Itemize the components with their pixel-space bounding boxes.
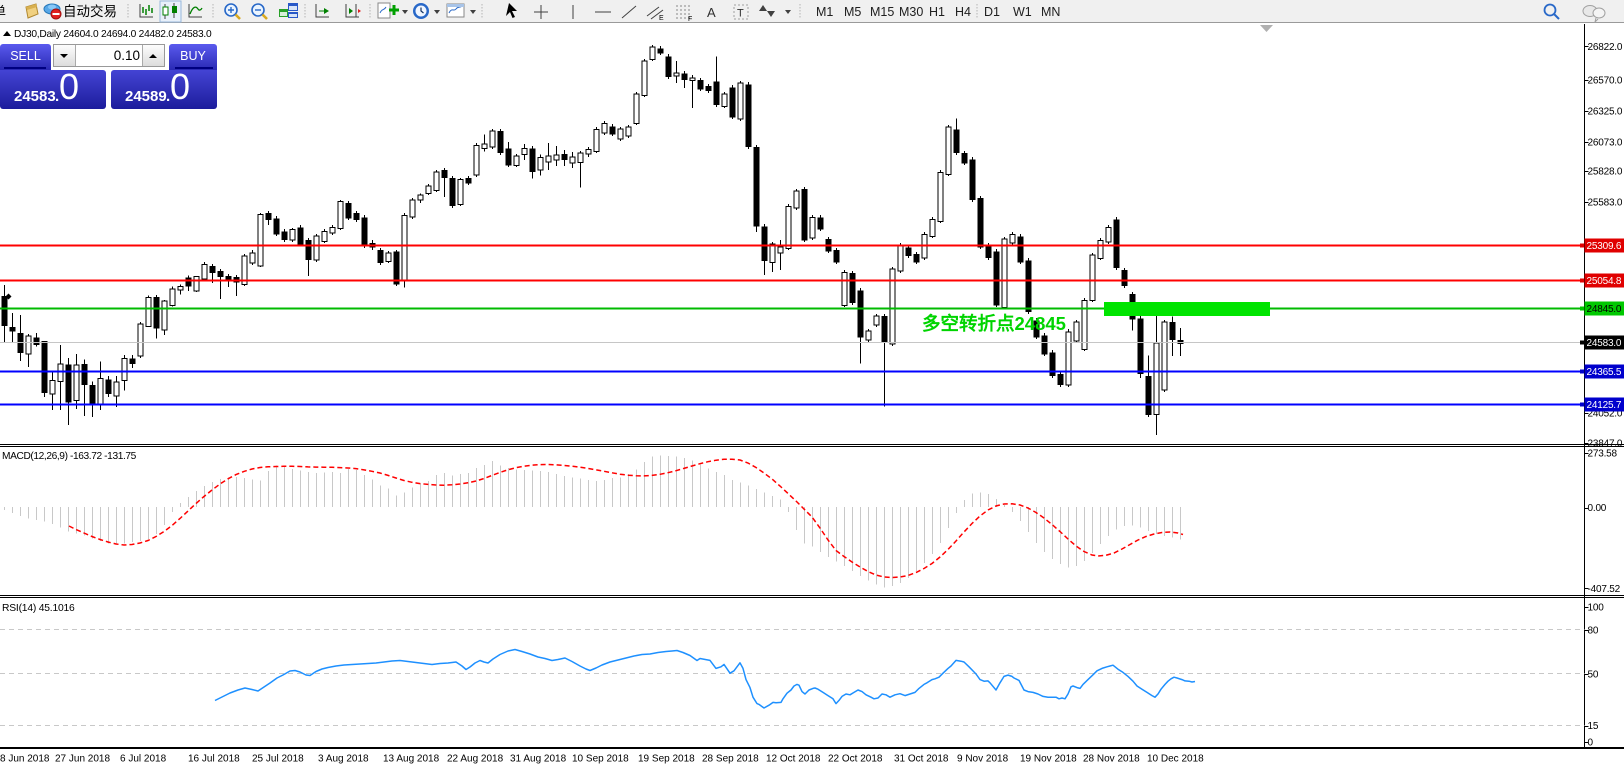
svg-text:24052.0: 24052.0 [1588, 409, 1623, 420]
svg-text:22 Oct 2018: 22 Oct 2018 [828, 754, 883, 765]
svg-text:10 Sep 2018: 10 Sep 2018 [572, 754, 629, 765]
svg-text:26073.0: 26073.0 [1588, 138, 1623, 149]
svg-text:26822.0: 26822.0 [1588, 42, 1623, 53]
svg-text:12 Oct 2018: 12 Oct 2018 [766, 754, 821, 765]
svg-text:-407.52: -407.52 [1588, 584, 1621, 595]
svg-text:MN: MN [1041, 5, 1060, 19]
svg-text:W1: W1 [1013, 5, 1032, 19]
svg-text:25 Jul 2018: 25 Jul 2018 [252, 754, 304, 765]
svg-text:24845.0: 24845.0 [1587, 304, 1622, 315]
svg-text:31 Oct 2018: 31 Oct 2018 [894, 754, 949, 765]
svg-text:6 Jul 2018: 6 Jul 2018 [120, 754, 167, 765]
svg-text:M1: M1 [816, 5, 833, 19]
svg-text:H4: H4 [955, 5, 971, 19]
svg-text:D1: D1 [984, 5, 1000, 19]
svg-text:15: 15 [1588, 721, 1599, 732]
svg-text:H1: H1 [929, 5, 945, 19]
svg-text:27 Jun 2018: 27 Jun 2018 [55, 754, 110, 765]
svg-text:9 Nov 2018: 9 Nov 2018 [957, 754, 1009, 765]
svg-text:0.00: 0.00 [1588, 503, 1607, 514]
svg-text:26570.0: 26570.0 [1588, 76, 1623, 87]
svg-text:24365.5: 24365.5 [1587, 367, 1622, 378]
svg-text:M5: M5 [844, 5, 861, 19]
svg-text:100: 100 [1588, 603, 1605, 614]
svg-text:80: 80 [1588, 626, 1599, 637]
svg-text:31 Aug 2018: 31 Aug 2018 [510, 754, 567, 765]
svg-text:24125.7: 24125.7 [1587, 400, 1622, 411]
svg-text:25828.0: 25828.0 [1588, 167, 1623, 178]
svg-text:0: 0 [1588, 738, 1594, 749]
svg-text:26325.0: 26325.0 [1588, 107, 1623, 118]
svg-text:A: A [707, 5, 716, 20]
svg-text:T: T [737, 8, 744, 20]
svg-text:自动交易: 自动交易 [63, 3, 117, 19]
svg-text:28 Nov 2018: 28 Nov 2018 [1083, 754, 1140, 765]
svg-text:273.58: 273.58 [1588, 449, 1618, 460]
svg-text:25054.8: 25054.8 [1587, 276, 1622, 287]
svg-text:E: E [659, 15, 664, 22]
svg-text:多空转折点24845: 多空转折点24845 [922, 313, 1066, 334]
svg-text:23847.0: 23847.0 [1588, 439, 1623, 450]
svg-text:M15: M15 [870, 5, 894, 19]
svg-text:8 Jun 2018: 8 Jun 2018 [0, 754, 50, 765]
svg-text:25583.0: 25583.0 [1588, 198, 1623, 209]
svg-text:16 Jul 2018: 16 Jul 2018 [188, 754, 240, 765]
svg-text:22 Aug 2018: 22 Aug 2018 [447, 754, 504, 765]
svg-text:单: 单 [0, 4, 6, 19]
svg-text:24583.0: 24583.0 [1587, 338, 1622, 349]
svg-text:M30: M30 [899, 5, 923, 19]
svg-text:19 Nov 2018: 19 Nov 2018 [1020, 754, 1077, 765]
svg-text:F: F [688, 16, 692, 23]
svg-text:13 Aug 2018: 13 Aug 2018 [383, 754, 440, 765]
svg-text:28 Sep 2018: 28 Sep 2018 [702, 754, 759, 765]
svg-text:19 Sep 2018: 19 Sep 2018 [638, 754, 695, 765]
svg-text:MACD(12,26,9) -163.72 -131.75: MACD(12,26,9) -163.72 -131.75 [2, 451, 137, 462]
svg-text:25309.6: 25309.6 [1587, 241, 1622, 252]
svg-text:3 Aug 2018: 3 Aug 2018 [318, 754, 369, 765]
svg-text:DJ30,Daily 24604.0 24694.0 24: DJ30,Daily 24604.0 24694.0 24482.0 24583… [14, 29, 212, 40]
svg-text:10 Dec 2018: 10 Dec 2018 [1147, 754, 1204, 765]
svg-text:RSI(14) 45.1016: RSI(14) 45.1016 [2, 603, 75, 614]
svg-text:50: 50 [1588, 670, 1599, 681]
